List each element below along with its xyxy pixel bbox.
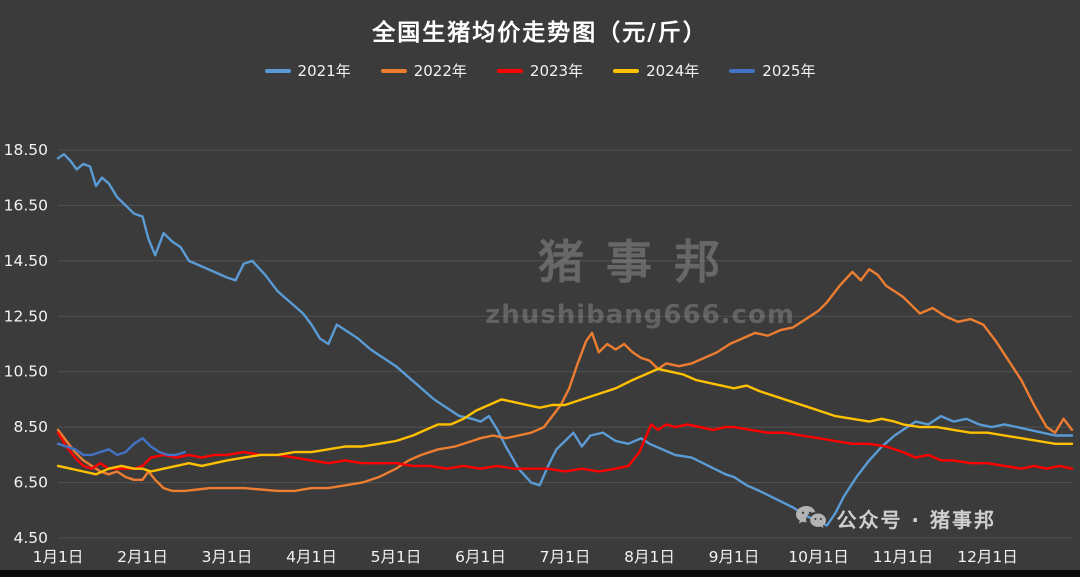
y-axis-label: 12.50: [4, 307, 48, 325]
x-axis-label: 6月1日: [455, 548, 506, 566]
y-axis-label: 8.50: [13, 418, 48, 436]
x-axis-label: 9月1日: [709, 548, 760, 566]
x-axis-label: 7月1日: [540, 548, 591, 566]
legend-item-2021年: 2021年: [264, 60, 351, 81]
legend-item-2024年: 2024年: [613, 60, 699, 81]
legend-item-2023年: 2023年: [496, 60, 584, 81]
legend-label: 2021年: [297, 62, 351, 80]
legend-item-2022年: 2022年: [380, 60, 467, 81]
x-axis-label: 5月1日: [371, 548, 422, 566]
series-line-2022年: [56, 268, 1074, 493]
legend-label: 2023年: [529, 62, 584, 80]
x-axis-label: 12月1日: [957, 548, 1018, 566]
x-axis-label: 2月1日: [117, 548, 168, 566]
y-axis-label: 4.50: [13, 529, 48, 547]
wechat-footer: 公众号 · 猪事邦: [795, 504, 996, 533]
chart-title: 全国生猪均价走势图（元/斤）: [372, 20, 708, 46]
legend-swatch: [264, 68, 291, 73]
y-axis-label: 14.50: [4, 252, 48, 270]
x-axis-label: 8月1日: [624, 548, 675, 566]
window-edge: [0, 570, 1080, 577]
x-axis-label: 3月1日: [202, 548, 253, 566]
legend-swatch: [729, 68, 756, 73]
y-axis-label: 18.50: [4, 141, 48, 159]
series-line-2024年: [56, 367, 1074, 476]
wechat-account-label: 公众号 · 猪事邦: [836, 508, 996, 532]
chart-legend: 2021年 2022年 2023年 2024年 2025年: [0, 60, 1080, 81]
legend-item-2025年: 2025年: [729, 60, 815, 81]
y-axis-label: 10.50: [4, 363, 48, 381]
wechat-icon: [795, 505, 827, 532]
x-axis-label: 11月1日: [873, 548, 934, 566]
x-axis-label: 1月1日: [33, 548, 84, 566]
legend-swatch: [496, 68, 523, 73]
series-line-2021年: [56, 153, 1074, 527]
x-axis-label: 4月1日: [286, 548, 337, 566]
legend-label: 2022年: [413, 62, 467, 80]
legend-swatch: [380, 68, 407, 73]
y-axis-label: 16.50: [4, 196, 48, 214]
legend-label: 2025年: [762, 62, 816, 80]
x-axis-label: 10月1日: [788, 548, 849, 566]
series-line-2025年: [56, 437, 186, 457]
legend-swatch: [613, 68, 640, 73]
legend-label: 2024年: [646, 62, 700, 80]
series-line-2023年: [56, 423, 1074, 473]
y-axis-label: 6.50: [13, 474, 48, 492]
